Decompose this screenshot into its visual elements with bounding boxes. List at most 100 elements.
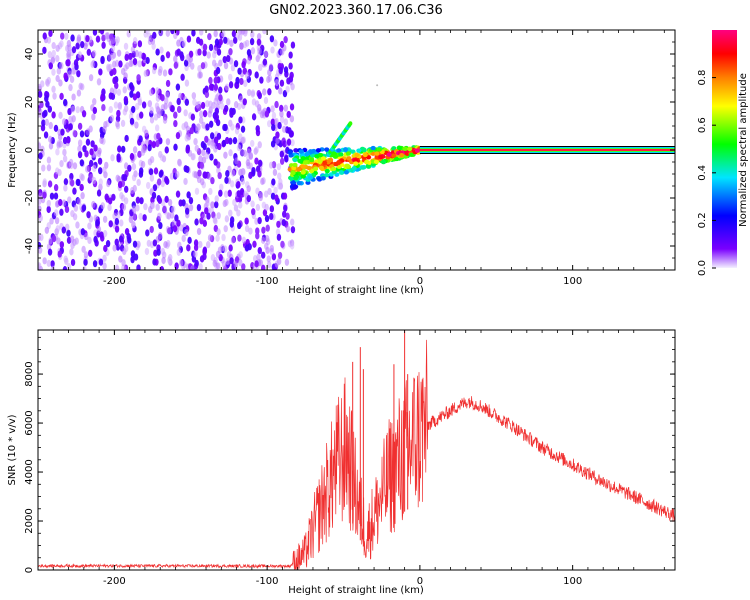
noise-blob	[145, 229, 150, 237]
colorbar-tick-label: 0.0	[697, 260, 708, 276]
noise-blob	[163, 241, 168, 249]
noise-blob	[225, 54, 231, 63]
noise-blob	[67, 44, 72, 52]
snr-y-tick-label: 0	[24, 567, 35, 573]
noise-blob	[251, 113, 257, 121]
noise-blob	[92, 98, 97, 106]
noise-blob	[207, 172, 212, 180]
noise-blob	[242, 98, 247, 106]
noise-blob	[129, 117, 135, 125]
noise-blob	[59, 92, 64, 100]
noise-blob	[92, 150, 98, 158]
noise-blob	[55, 148, 60, 156]
noise-blob	[196, 203, 202, 212]
noise-blob	[152, 258, 157, 266]
noise-blob	[234, 157, 239, 165]
noise-blob	[272, 168, 278, 177]
noise-blob	[188, 197, 194, 205]
noise-blob	[278, 66, 283, 75]
noise-blob	[60, 32, 65, 40]
noise-blob	[131, 105, 136, 114]
noise-blob	[46, 156, 52, 164]
noise-blob	[230, 169, 236, 177]
noise-blob	[137, 60, 142, 68]
noise-blob	[184, 98, 190, 106]
noise-blob	[206, 51, 211, 59]
transition-blob	[408, 152, 415, 157]
noise-blob	[191, 92, 197, 100]
noise-blob	[274, 79, 280, 87]
noise-blob	[213, 136, 219, 144]
noise-blob	[77, 51, 83, 59]
transition-blob	[324, 172, 330, 178]
noise-blob	[63, 178, 69, 186]
noise-blob	[263, 96, 269, 105]
noise-blob	[96, 78, 102, 86]
noise-blob	[75, 221, 80, 229]
noise-blob	[76, 89, 82, 97]
noise-blob	[118, 235, 124, 243]
noise-blob	[112, 76, 117, 85]
noise-blob	[121, 145, 126, 153]
noise-blob	[257, 170, 262, 178]
noise-blob	[259, 76, 264, 84]
noise-blob	[76, 197, 82, 205]
transition-blob	[380, 159, 387, 165]
noise-blob	[101, 103, 106, 112]
noise-blob	[120, 119, 126, 128]
spectrogram-x-tick-label: -200	[103, 276, 126, 287]
noise-blob	[149, 174, 155, 182]
noise-blob	[114, 264, 120, 270]
transition-blob	[407, 146, 413, 152]
noise-blob	[269, 212, 274, 221]
transition-blob	[356, 148, 362, 153]
noise-blob	[160, 180, 165, 188]
noise-blob	[204, 90, 210, 99]
noise-blob	[161, 256, 166, 265]
noise-blob	[176, 97, 181, 106]
transition-blob	[391, 146, 397, 151]
noise-blob	[241, 236, 247, 244]
noise-blob	[246, 148, 252, 156]
noise-blob	[215, 119, 221, 127]
colorbar-label: Normalized spectral amplitude	[738, 73, 749, 227]
noise-blob	[102, 254, 107, 262]
noise-blob	[164, 146, 169, 154]
noise-blob	[98, 183, 103, 191]
noise-blob	[222, 123, 227, 132]
noise-blob	[116, 211, 121, 219]
noise-blob	[202, 110, 208, 118]
noise-blob	[283, 104, 288, 112]
noise-blob	[96, 225, 102, 234]
noise-blob	[228, 209, 233, 217]
noise-blob	[165, 79, 171, 88]
noise-blob	[262, 58, 268, 66]
noise-blob	[251, 166, 256, 175]
noise-blob	[114, 217, 120, 226]
noise-blob	[38, 234, 41, 242]
transition-blob	[297, 158, 303, 164]
noise-blob	[73, 204, 79, 212]
noise-blob	[85, 138, 91, 146]
noise-blob	[125, 62, 130, 70]
noise-blob	[87, 236, 92, 245]
noise-blob	[181, 40, 187, 48]
noise-blob	[185, 125, 191, 133]
noise-blob	[232, 198, 237, 207]
noise-blob	[185, 54, 190, 62]
noise-blob	[183, 177, 188, 186]
noise-blob	[143, 30, 148, 38]
noise-blob	[260, 177, 265, 186]
transition-blob	[370, 151, 376, 156]
noise-blob	[271, 161, 277, 169]
noise-blob	[196, 227, 202, 236]
noise-blob	[138, 51, 143, 59]
noise-blob	[204, 135, 209, 143]
noise-blob	[62, 148, 67, 156]
noise-blob	[38, 246, 43, 254]
noise-blob	[176, 39, 181, 47]
noise-blob	[233, 204, 239, 212]
noise-blob	[256, 33, 262, 41]
noise-blob	[121, 259, 126, 267]
noise-blob	[248, 171, 253, 179]
